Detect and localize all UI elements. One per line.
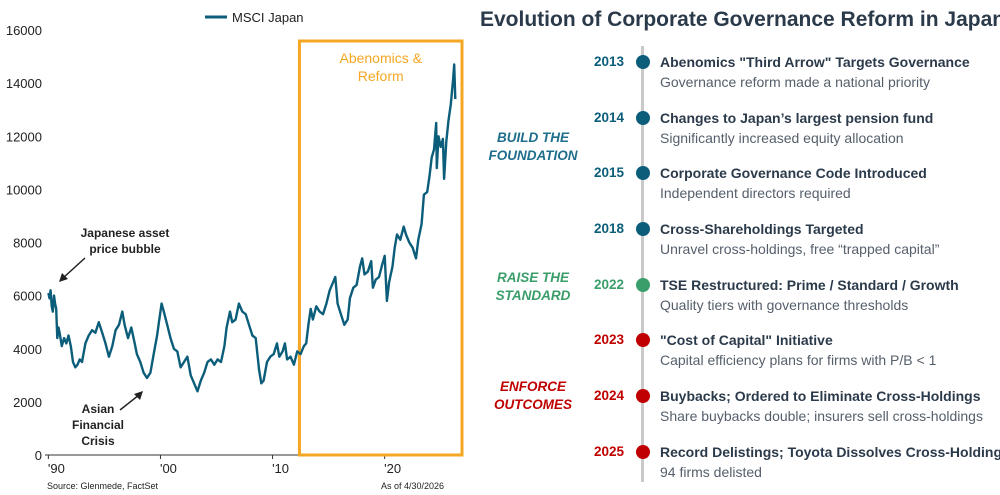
phase-enforce-outcomes-line-2: OUTCOMES — [493, 397, 572, 412]
event-description: Share buybacks double; insurers sell cro… — [660, 408, 983, 424]
event-title: Corporate Governance Code Introduced — [660, 165, 927, 181]
chart-as-of: As of 4/30/2026 — [381, 481, 444, 491]
chart-legend: MSCI Japan — [205, 10, 304, 25]
phase-raise-standard-line-2: STANDARD — [495, 288, 571, 303]
event-description: Unravel cross-holdings, free “trapped ca… — [660, 241, 940, 257]
event-dot — [636, 55, 650, 69]
phase-build-foundation-line-1: BUILD THE — [497, 130, 569, 145]
event-title: Buybacks; Ordered to Eliminate Cross-Hol… — [660, 388, 981, 404]
y-tick-label: 2000 — [13, 395, 42, 410]
event-dot — [636, 222, 650, 236]
annotation-asian-crisis-arrowhead — [134, 391, 143, 400]
legend-label: MSCI Japan — [232, 10, 304, 25]
chart-source: Source: Glenmede, FactSet — [47, 481, 159, 491]
abenomics-highlight-box — [297, 39, 464, 457]
annotation-asset-bubble-line-2: price bubble — [89, 242, 161, 256]
event-title: Cross-Shareholdings Targeted — [660, 221, 864, 237]
phase-enforce-outcomes-line-1: ENFORCE — [499, 379, 566, 394]
event-description: 94 firms delisted — [660, 464, 762, 480]
event-description: Significantly increased equity allocatio… — [660, 130, 904, 146]
y-tick-label: 12000 — [6, 129, 42, 144]
x-tick-label: '10 — [272, 461, 289, 476]
annotation-asset-bubble-arrowhead — [59, 273, 68, 282]
event-year: 2014 — [593, 110, 624, 125]
y-tick-label: 16000 — [6, 23, 42, 38]
timeline-event: 2022 TSE Restructured: Prime / Standard … — [0, 277, 1000, 317]
timeline-event: 2023 "Cost of Capital" Initiative Capita… — [0, 332, 1000, 372]
event-year: 2025 — [593, 444, 624, 459]
highlight-label-line-1: Abenomics & — [339, 50, 422, 66]
annotation-asset-bubble: Japanese asset price bubble — [59, 226, 169, 282]
timeline-event: 2025 Record Delistings; Toyota Dissolves… — [0, 444, 1000, 484]
timeline-event: 2024 Buybacks; Ordered to Eliminate Cros… — [0, 388, 1000, 428]
phase-raise-standard-line-1: RAISE THE — [496, 270, 569, 285]
event-title: Record Delistings; Toyota Dissolves Cros… — [660, 444, 1000, 460]
phase-build-foundation-line-2: FOUNDATION — [488, 148, 578, 163]
annotation-asian-crisis-line-3: Crisis — [81, 434, 115, 448]
series-layer — [47, 63, 457, 393]
event-dot — [636, 333, 650, 347]
y-tick-label: 4000 — [13, 342, 42, 357]
event-year: 2015 — [593, 165, 624, 180]
event-year: 2018 — [593, 221, 624, 236]
annotation-asian-crisis: Asian Financial Crisis — [72, 391, 143, 448]
event-description: Governance reform made a national priori… — [660, 74, 931, 90]
event-dot — [636, 445, 650, 459]
phase-enforce-outcomes: ENFORCE OUTCOMES — [474, 378, 592, 414]
event-dot — [636, 111, 650, 125]
y-tick-label: 8000 — [13, 236, 42, 251]
event-title: TSE Restructured: Prime / Standard / Gro… — [660, 277, 959, 293]
event-dot — [636, 166, 650, 180]
phase-raise-standard: RAISE THE STANDARD — [474, 269, 592, 305]
event-year: 2022 — [593, 277, 624, 292]
event-dot — [636, 389, 650, 403]
timeline-event: 2018 Cross-Shareholdings Targeted Unrave… — [0, 221, 1000, 261]
y-tick-label: 6000 — [13, 289, 42, 304]
chart-axes: 0 2000 4000 6000 8000 10000 12000 14000 16000 '90… — [6, 23, 462, 476]
event-dot — [636, 278, 650, 292]
timeline-event: 2013 Abenomics "Third Arrow" Targets Gov… — [0, 54, 1000, 94]
annotation-asian-crisis-arrow — [119, 394, 140, 411]
msci-japan-chart: 0 2000 4000 6000 8000 10000 12000 14000 16000 '90… — [6, 10, 464, 491]
timeline-event: 2014 Changes to Japan’s largest pension … — [0, 110, 1000, 150]
y-tick-label: 14000 — [6, 76, 42, 91]
timeline-event: 2015 Corporate Governance Code Introduce… — [0, 165, 1000, 205]
event-title: Changes to Japan’s largest pension fund — [660, 110, 934, 126]
event-year: 2013 — [593, 54, 624, 69]
event-title: "Cost of Capital" Initiative — [660, 332, 833, 348]
event-description: Independent directors required — [660, 185, 851, 201]
x-tick-label: '20 — [384, 461, 401, 476]
annotation-asset-bubble-arrow — [62, 257, 86, 279]
annotation-asian-crisis-line-2: Financial — [72, 418, 124, 432]
event-year: 2023 — [593, 332, 624, 347]
x-tick-label: '90 — [48, 461, 65, 476]
event-title: Abenomics "Third Arrow" Targets Governan… — [660, 54, 970, 70]
highlight-label-line-2: Reform — [358, 68, 404, 84]
event-year: 2024 — [593, 388, 624, 403]
phase-build-foundation: BUILD THE FOUNDATION — [474, 129, 592, 165]
x-tick-label: '00 — [160, 461, 177, 476]
series-line-msci-japan — [47, 63, 457, 393]
y-tick-label: 0 — [35, 448, 42, 463]
y-tick-label: 10000 — [6, 182, 42, 197]
timeline-title: Evolution of Corporate Governance Reform… — [480, 8, 1000, 31]
event-description: Quality tiers with governance thresholds — [660, 297, 909, 313]
event-description: Capital efficiency plans for firms with … — [660, 352, 937, 368]
annotation-asian-crisis-line-1: Asian — [82, 402, 115, 416]
annotation-asset-bubble-line-1: Japanese asset — [81, 226, 170, 240]
timeline-axis — [641, 46, 644, 482]
